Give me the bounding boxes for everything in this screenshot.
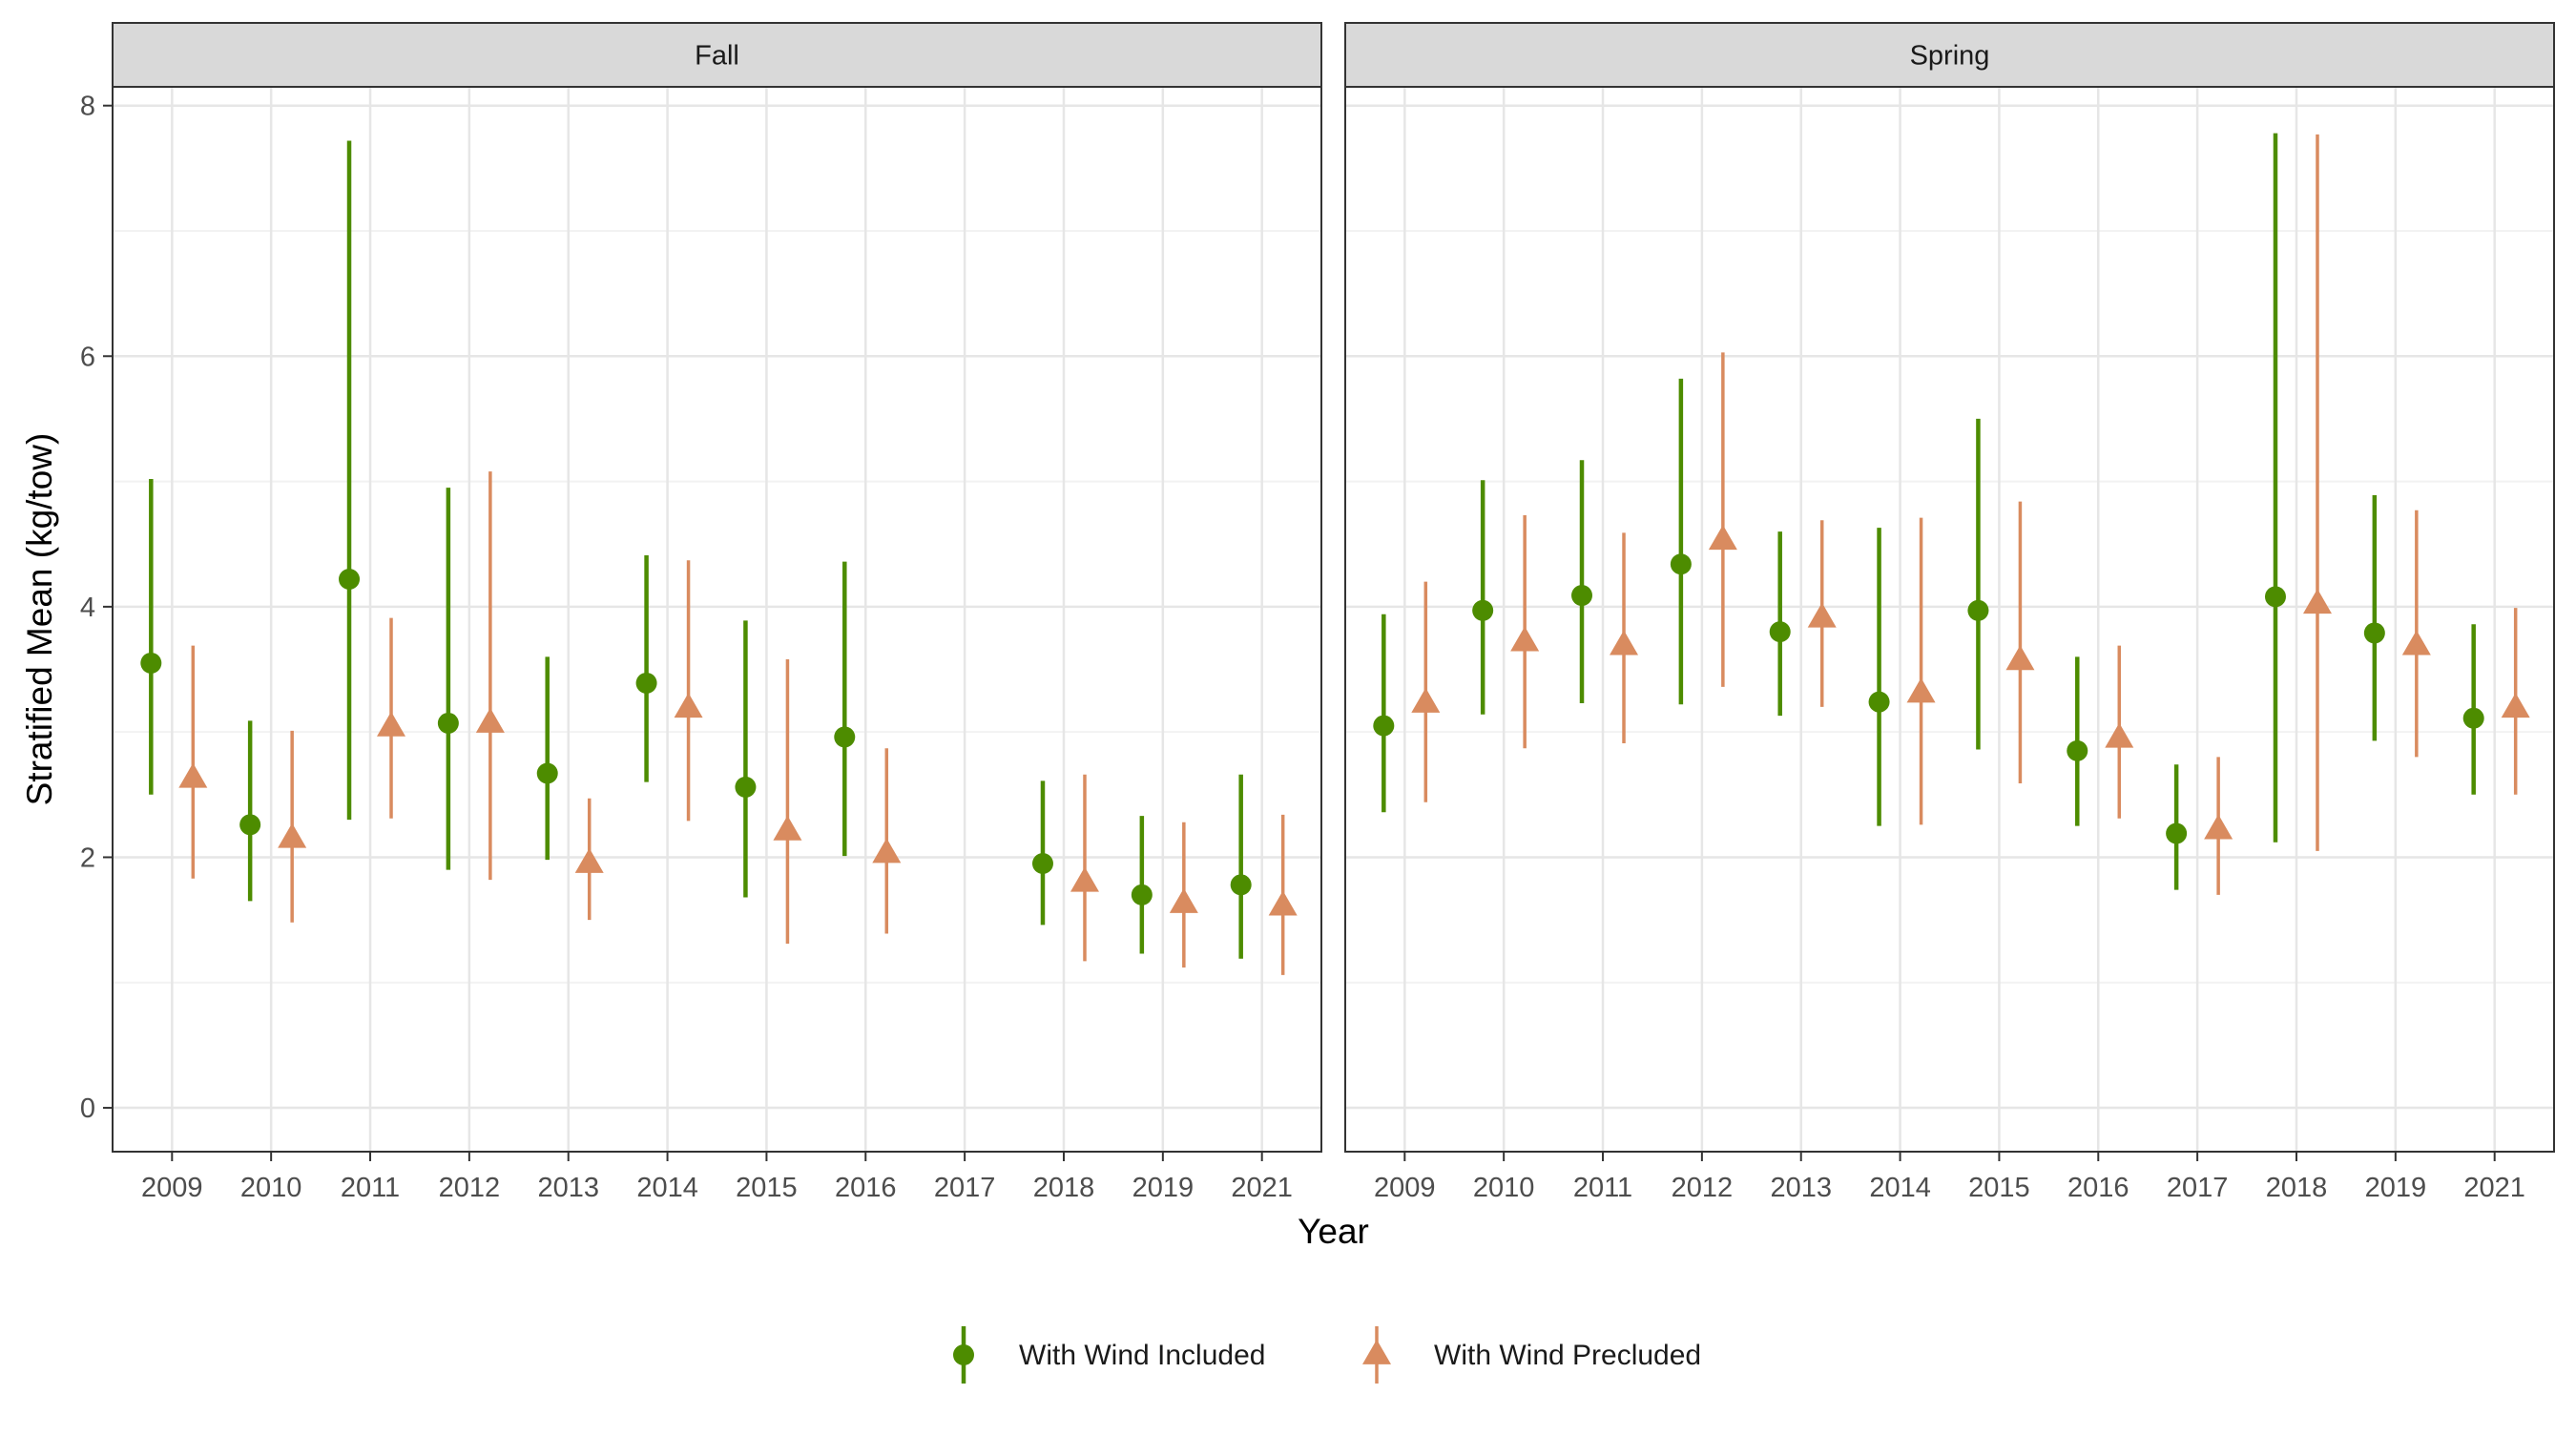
y-tick-label: 0 [80,1093,95,1124]
x-tick-label: 2014 [1869,1173,1931,1203]
data-point [1411,687,1441,713]
data-point [2302,589,2332,614]
data-point [1571,585,1593,607]
x-tick-label: 2016 [2067,1173,2129,1203]
facet-strip-spring [1344,22,2555,88]
x-tick-label: 2012 [1672,1173,1734,1203]
data-point [1373,715,1395,737]
x-tick-label: 2014 [636,1173,698,1203]
x-tick-label: 2013 [1770,1173,1832,1203]
data-point [1967,599,1989,621]
data-point [339,568,361,590]
y-tick-label: 6 [80,342,95,372]
data-point [574,847,604,873]
y-tick-label: 8 [80,92,95,122]
x-axis-title: Year [1298,1212,1369,1251]
data-point [2105,722,2134,748]
data-point [674,693,703,718]
legend-label: With Wind Precluded [1434,1340,1701,1371]
data-point [178,762,208,788]
data-point [475,707,505,733]
data-point [1610,630,1639,656]
x-tick-label: 2011 [1573,1173,1632,1203]
y-tick-label: 2 [80,843,95,873]
data-point [1031,853,1053,875]
panel-fall-background [113,87,1321,1152]
panel-spring-border [1344,86,2555,1153]
x-tick-label: 2018 [1033,1173,1095,1203]
panel-fall-border [112,86,1322,1153]
data-point [437,712,459,734]
data-point [1472,599,1494,621]
data-point [1670,553,1692,575]
x-tick-label: 2019 [2365,1173,2427,1203]
x-tick-label: 2013 [537,1173,599,1203]
x-tick-label: 2016 [835,1173,897,1203]
x-tick-label: 2009 [141,1173,203,1203]
data-point [872,838,902,864]
x-tick-label: 2010 [1473,1173,1535,1203]
facet-title-fall: Fall [695,41,739,72]
facet-title-spring: Spring [1910,41,1990,72]
data-point [1070,866,1099,892]
data-point [1169,887,1198,913]
data-point [773,815,802,841]
data-point [735,776,757,798]
data-point [1708,525,1737,551]
x-tick-label: 2012 [439,1173,501,1203]
data-point [2204,814,2233,840]
data-point [239,814,261,836]
data-point [2264,586,2286,608]
data-point [1230,874,1252,896]
x-tick-label: 2019 [1132,1173,1195,1203]
data-point [2166,822,2188,844]
data-point [834,726,856,748]
x-tick-label: 2021 [1231,1173,1293,1203]
y-tick-label: 4 [80,593,95,623]
data-point [1510,626,1540,652]
x-tick-label: 2018 [2266,1173,2328,1203]
data-point [2363,622,2385,644]
data-point [2462,707,2484,729]
data-point [2501,693,2530,718]
data-point [2067,739,2088,761]
data-point [140,652,162,674]
x-tick-label: 2015 [1968,1173,2030,1203]
x-tick-label: 2021 [2463,1173,2525,1203]
data-point [2005,645,2035,671]
data-point [1807,602,1837,628]
y-axis-title: Stratified Mean (kg/tow) [20,433,59,806]
facet-strip-fall [112,22,1322,88]
data-point [2401,630,2431,656]
data-point [1769,621,1791,643]
data-point [635,672,657,694]
x-tick-label: 2017 [2167,1173,2229,1203]
data-point [1131,884,1153,905]
legend-label: With Wind Included [1019,1340,1265,1371]
data-point [1868,691,1890,713]
x-tick-label: 2010 [240,1173,302,1203]
legend-key-point [1362,1339,1391,1364]
data-point [278,822,307,848]
panel-spring-background [1345,87,2554,1152]
data-point [536,762,558,784]
x-tick-label: 2015 [736,1173,798,1203]
data-point [1906,677,1936,703]
data-point [377,711,406,737]
legend-key-point [953,1344,974,1365]
x-tick-label: 2017 [934,1173,996,1203]
data-point [1268,890,1298,916]
x-tick-label: 2009 [1374,1173,1436,1203]
x-tick-label: 2011 [341,1173,400,1203]
